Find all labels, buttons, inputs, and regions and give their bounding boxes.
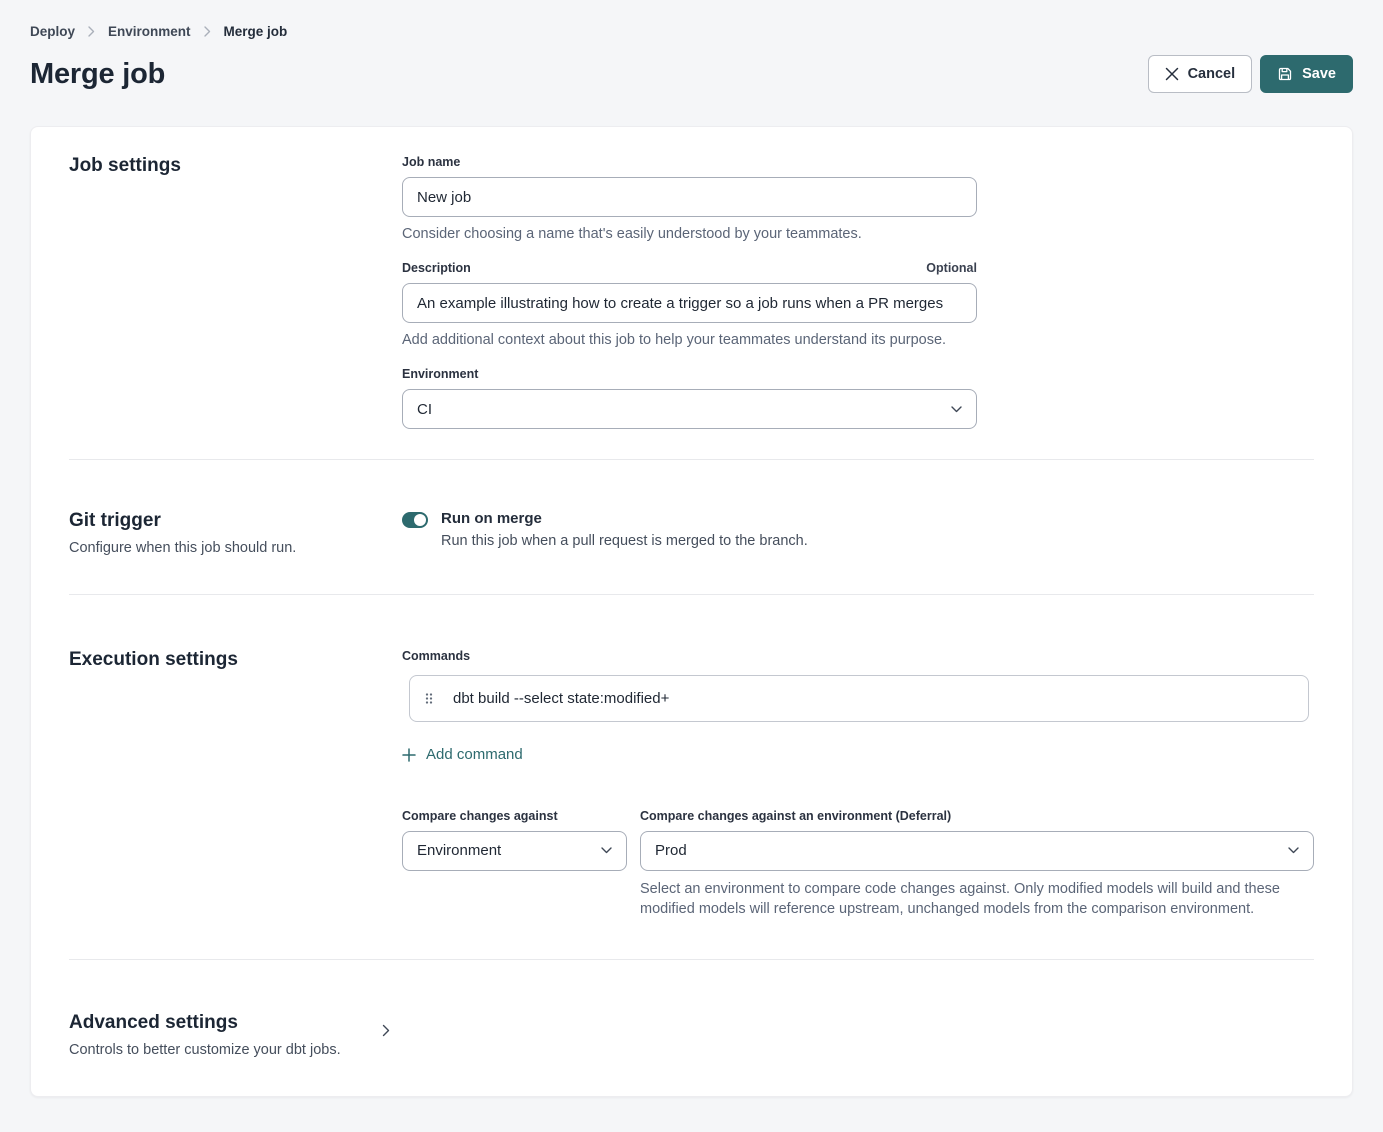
section-job-settings: Job settings Job name Consider choosing … bbox=[69, 127, 1314, 459]
breadcrumb-merge-job: Merge job bbox=[223, 24, 288, 39]
compare-environment-label: Compare changes against an environment (… bbox=[640, 808, 952, 823]
run-on-merge-row: Run on merge Run this job when a pull re… bbox=[402, 510, 1314, 549]
page-title: Merge job bbox=[30, 57, 166, 90]
environment-label: Environment bbox=[402, 367, 479, 381]
environment-select-value: CI bbox=[417, 400, 432, 418]
compare-row: Compare changes against Environment Comp… bbox=[402, 809, 1314, 919]
cancel-button[interactable]: Cancel bbox=[1147, 55, 1253, 93]
advanced-settings-heading: Advanced settings bbox=[69, 1011, 238, 1033]
section-advanced-settings: Advanced settings Controls to better cus… bbox=[69, 960, 1314, 1096]
chevron-down-icon bbox=[1288, 847, 1299, 854]
save-button[interactable]: Save bbox=[1260, 55, 1353, 93]
breadcrumb: Deploy Environment Merge job bbox=[30, 0, 1353, 39]
header-actions: Cancel Save bbox=[1147, 55, 1353, 93]
chevron-down-icon bbox=[951, 405, 962, 413]
execution-settings-form: Commands dbt build --select state:modifi… bbox=[402, 649, 1314, 919]
breadcrumb-deploy[interactable]: Deploy bbox=[30, 24, 76, 39]
plus-icon bbox=[402, 747, 416, 762]
cancel-button-label: Cancel bbox=[1187, 66, 1236, 82]
description-helper: Add additional context about this job to… bbox=[402, 332, 947, 348]
compare-changes-label: Compare changes against bbox=[402, 808, 558, 823]
floppy-disk-icon bbox=[1277, 66, 1293, 82]
job-settings-card: Job settings Job name Consider choosing … bbox=[30, 126, 1353, 1097]
command-row: dbt build --select state:modified+ bbox=[409, 675, 1309, 722]
environment-field-group: Environment CI bbox=[402, 367, 977, 429]
commands-label: Commands bbox=[402, 649, 471, 663]
drag-grip-icon[interactable] bbox=[425, 692, 433, 705]
section-divider bbox=[69, 594, 1314, 595]
compare-changes-group: Compare changes against Environment bbox=[402, 809, 627, 919]
job-name-input[interactable] bbox=[402, 177, 977, 217]
section-execution-settings: Execution settings Commands dbt build --… bbox=[69, 595, 1314, 959]
compare-environment-helper: Select an environment to compare code ch… bbox=[640, 880, 1280, 917]
run-on-merge-label: Run on merge bbox=[441, 510, 542, 527]
section-execution-settings-info: Execution settings bbox=[69, 649, 402, 919]
add-command-button[interactable]: Add command bbox=[402, 746, 523, 763]
advanced-settings-body bbox=[402, 1012, 1314, 1058]
job-name-helper: Consider choosing a name that's easily u… bbox=[402, 226, 862, 242]
chevron-right-icon bbox=[88, 26, 95, 37]
job-settings-form: Job name Consider choosing a name that's… bbox=[402, 155, 1314, 429]
advanced-settings-description: Controls to better customize your dbt jo… bbox=[69, 1041, 341, 1058]
compare-changes-select-value: Environment bbox=[417, 842, 502, 859]
save-button-label: Save bbox=[1302, 66, 1336, 82]
compare-environment-select-value: Prod bbox=[655, 842, 687, 859]
execution-settings-heading: Execution settings bbox=[69, 649, 238, 670]
command-text[interactable]: dbt build --select state:modified+ bbox=[453, 690, 670, 707]
run-on-merge-toggle[interactable] bbox=[402, 512, 428, 528]
optional-badge: Optional bbox=[926, 261, 977, 275]
section-divider bbox=[69, 958, 1314, 960]
x-icon bbox=[1165, 67, 1179, 81]
run-on-merge-helper: Run this job when a pull request is merg… bbox=[441, 533, 808, 549]
section-divider bbox=[69, 459, 1314, 460]
breadcrumb-environment[interactable]: Environment bbox=[108, 24, 191, 39]
chevron-down-icon bbox=[601, 847, 612, 854]
compare-environment-select[interactable]: Prod bbox=[640, 830, 1314, 871]
compare-environment-group: Compare changes against an environment (… bbox=[640, 809, 1314, 919]
job-settings-heading: Job settings bbox=[69, 155, 181, 176]
git-trigger-heading: Git trigger bbox=[69, 510, 161, 531]
chevron-right-icon[interactable] bbox=[382, 1024, 390, 1037]
section-advanced-settings-info: Advanced settings Controls to better cus… bbox=[69, 1012, 402, 1058]
description-input[interactable] bbox=[402, 283, 977, 323]
chevron-right-icon bbox=[203, 26, 211, 37]
description-label: Description bbox=[402, 261, 471, 275]
job-name-field-group: Job name Consider choosing a name that's… bbox=[402, 155, 977, 242]
page-header: Merge job Cancel Save bbox=[30, 55, 1353, 93]
section-job-settings-info: Job settings bbox=[69, 155, 402, 429]
toggle-knob bbox=[414, 514, 426, 526]
section-git-trigger: Git trigger Configure when this job shou… bbox=[69, 460, 1314, 594]
run-on-merge-text: Run on merge Run this job when a pull re… bbox=[441, 510, 808, 549]
job-name-label: Job name bbox=[402, 155, 461, 169]
git-trigger-form: Run on merge Run this job when a pull re… bbox=[402, 510, 1314, 556]
git-trigger-description: Configure when this job should run. bbox=[69, 540, 297, 556]
description-field-group: Description Optional Add additional cont… bbox=[402, 261, 977, 348]
add-command-label: Add command bbox=[426, 746, 523, 763]
environment-select[interactable]: CI bbox=[402, 389, 977, 429]
section-git-trigger-info: Git trigger Configure when this job shou… bbox=[69, 510, 402, 556]
compare-changes-select[interactable]: Environment bbox=[402, 830, 627, 871]
